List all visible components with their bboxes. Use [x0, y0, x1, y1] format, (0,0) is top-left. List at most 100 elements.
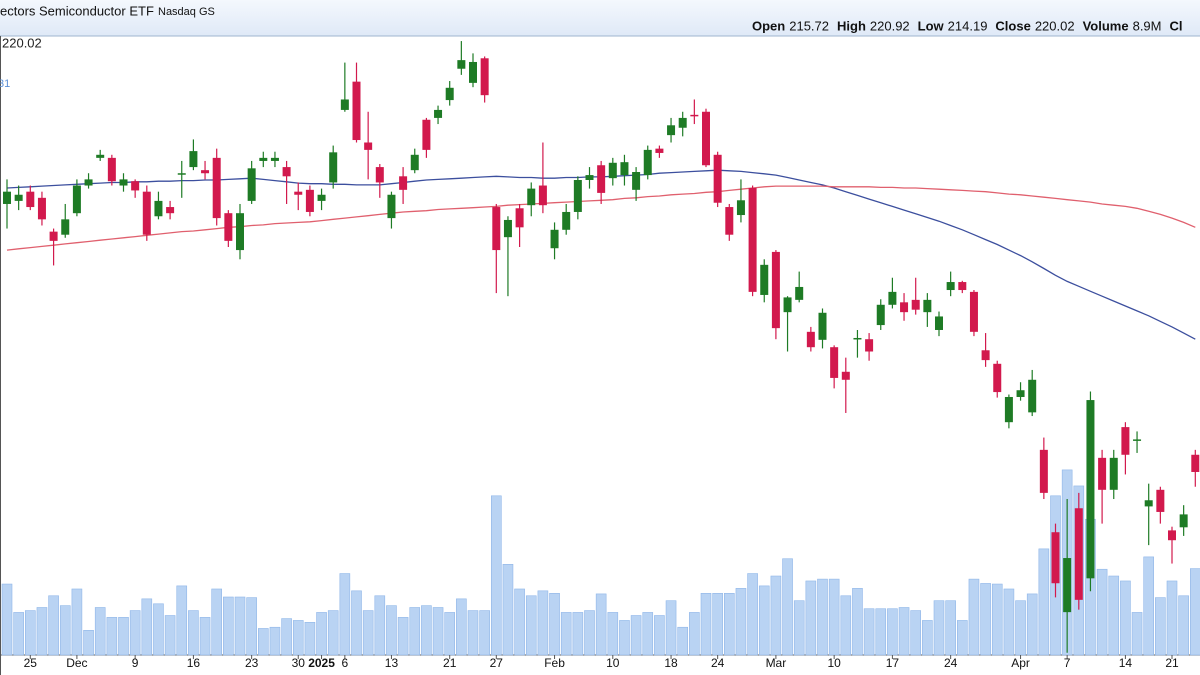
volume-bar [758, 585, 770, 656]
candle-body [364, 142, 373, 150]
candle-body [702, 111, 710, 166]
volume-bar [456, 598, 467, 656]
chart-subtitle: Nasdaq GS [158, 6, 215, 18]
legend-label: 220.02 [2, 35, 42, 50]
volume-bar [584, 610, 595, 656]
legend: 220.02 31 [0, 35, 42, 89]
volume-bar [83, 630, 94, 656]
volume-bar [560, 612, 572, 656]
volume-bar [211, 588, 222, 656]
volume-bar [1096, 568, 1108, 656]
candle-body [830, 347, 839, 378]
candle-body [399, 176, 408, 190]
candle-body [410, 154, 419, 171]
candle-body [935, 316, 943, 330]
x-tick-label: 10 [827, 656, 841, 670]
volume-bar [118, 617, 129, 656]
candle-body [888, 291, 897, 305]
candle-body [1063, 558, 1072, 613]
volume-bar [316, 612, 327, 656]
candle-body [1109, 457, 1118, 490]
x-tick-label: 24 [711, 656, 725, 670]
x-tick-label: 24 [944, 656, 958, 670]
volume-bar [630, 615, 642, 656]
volume-bar [490, 495, 502, 656]
candle-body [329, 152, 338, 183]
volume-bar [595, 593, 607, 656]
candle-body [1039, 449, 1048, 493]
candle-body [1144, 500, 1153, 507]
stat-value: 8.9M [1133, 18, 1162, 33]
volume-bar [374, 595, 386, 656]
stats: Open 215.72 High 220.92 Low 214.19 Close 220.02… [752, 18, 1183, 33]
candle-body [457, 60, 466, 69]
volume-bar [362, 610, 374, 656]
candle-body [643, 149, 652, 176]
candle-body [655, 148, 664, 153]
candle-body [352, 81, 361, 141]
stat-value: 220.92 [870, 18, 910, 33]
volume-bar [176, 585, 188, 656]
volume-bar [537, 590, 549, 656]
candle-body [317, 194, 326, 201]
volume-bar [1015, 600, 1026, 656]
volume-bar [712, 592, 723, 656]
candle-body [375, 167, 384, 183]
candle-body [713, 154, 722, 203]
volume-bar [327, 610, 339, 656]
volume-bar [397, 617, 409, 656]
candle-body [993, 363, 1002, 393]
volume-bar [922, 620, 933, 656]
volume-bar [817, 578, 828, 656]
candle-body [725, 207, 734, 235]
x-tick-label: 7 [1064, 656, 1071, 670]
volume-bar [991, 583, 1003, 656]
volume-bar [619, 620, 630, 656]
x-tick-label: Feb [544, 656, 565, 670]
volume-bar [351, 590, 362, 656]
volume-bar [828, 578, 840, 656]
candle-body [154, 200, 163, 217]
x-tick-label: 14 [1119, 656, 1133, 670]
candle-body [422, 119, 431, 150]
candle-body [189, 151, 198, 168]
x-tick-label: 27 [490, 656, 504, 670]
candle-body [923, 299, 932, 313]
chart-title: ectors Semiconductor ETF [0, 3, 154, 18]
volume-bar [502, 564, 514, 656]
volume-bar [188, 610, 199, 656]
volume-bar [1131, 612, 1143, 656]
candle-body [96, 154, 105, 158]
candle-body [981, 350, 990, 361]
volume-bar [677, 626, 689, 656]
candle-body [445, 87, 454, 101]
x-tick-label: 9 [132, 656, 139, 670]
candle-body [678, 117, 687, 128]
volume-bar [968, 578, 980, 656]
x-tick-label: 21 [443, 656, 457, 670]
candle-body [84, 179, 93, 186]
candle-body [224, 213, 233, 241]
candle-body [1121, 427, 1130, 455]
candle-body [177, 173, 186, 175]
candle-body [469, 61, 477, 83]
candle-body [795, 286, 804, 300]
volume-bar [292, 620, 304, 656]
candle-body [818, 312, 827, 340]
candle-body [515, 208, 524, 228]
candle-body [1191, 454, 1200, 472]
candle-body [259, 157, 268, 161]
candle-layer [3, 41, 1200, 653]
candle-body [492, 207, 501, 251]
x-tick-label: 13 [385, 656, 399, 670]
candle-body [305, 189, 314, 212]
volume-bar [1003, 588, 1015, 656]
candle-body [876, 304, 885, 326]
volume-bar [153, 603, 164, 656]
volume-bar [48, 595, 59, 656]
candle-body [1156, 489, 1165, 512]
candle-body [26, 191, 35, 208]
volume-bar [910, 610, 922, 656]
volume-bar [933, 600, 945, 656]
